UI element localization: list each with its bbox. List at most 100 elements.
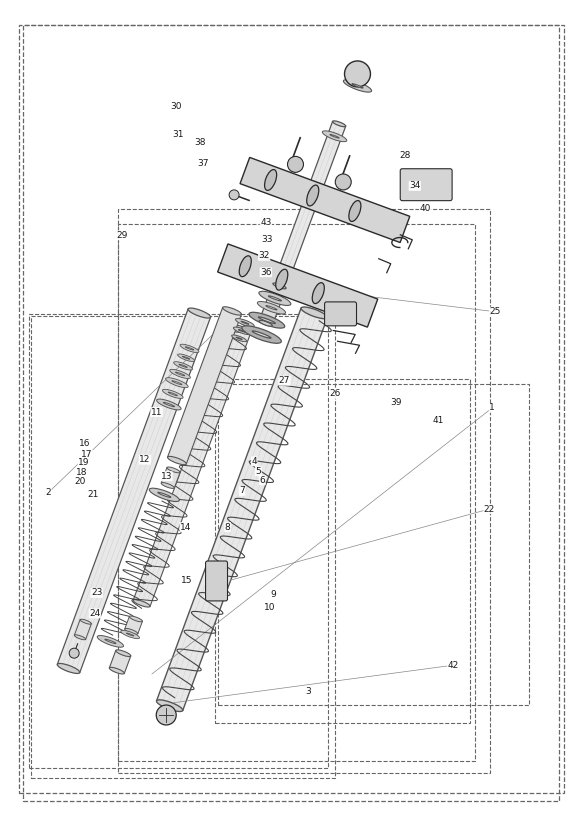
Text: 17: 17 <box>81 450 93 459</box>
Ellipse shape <box>175 372 185 376</box>
Ellipse shape <box>312 283 324 303</box>
Ellipse shape <box>166 377 188 387</box>
Ellipse shape <box>259 292 291 306</box>
Ellipse shape <box>238 330 245 332</box>
Text: 33: 33 <box>261 235 273 244</box>
Circle shape <box>229 190 239 200</box>
Polygon shape <box>161 467 180 488</box>
Polygon shape <box>240 157 410 242</box>
Ellipse shape <box>110 667 124 674</box>
Ellipse shape <box>259 321 272 326</box>
Ellipse shape <box>149 488 180 502</box>
Ellipse shape <box>301 307 328 319</box>
Ellipse shape <box>343 80 371 92</box>
Ellipse shape <box>185 347 194 350</box>
Ellipse shape <box>163 389 183 399</box>
FancyBboxPatch shape <box>206 561 227 601</box>
Text: 8: 8 <box>224 522 230 531</box>
Ellipse shape <box>233 327 250 335</box>
Text: 2: 2 <box>45 488 51 497</box>
Polygon shape <box>133 325 251 606</box>
Text: 30: 30 <box>171 101 182 110</box>
Ellipse shape <box>179 364 187 368</box>
Text: 6: 6 <box>259 475 265 485</box>
Polygon shape <box>157 308 327 710</box>
Polygon shape <box>273 121 346 288</box>
Text: 15: 15 <box>181 576 192 585</box>
Polygon shape <box>125 616 142 634</box>
Ellipse shape <box>174 362 192 370</box>
Text: 24: 24 <box>89 609 100 618</box>
Text: 39: 39 <box>391 398 402 406</box>
Text: 36: 36 <box>260 268 272 277</box>
Ellipse shape <box>236 319 254 327</box>
Ellipse shape <box>330 134 339 138</box>
Text: 28: 28 <box>399 151 410 160</box>
Ellipse shape <box>156 700 183 711</box>
Text: 10: 10 <box>264 603 275 612</box>
Text: 42: 42 <box>448 661 459 670</box>
Text: 32: 32 <box>258 251 270 260</box>
Ellipse shape <box>276 269 288 290</box>
Ellipse shape <box>170 369 191 378</box>
Ellipse shape <box>249 312 285 328</box>
Text: 29: 29 <box>116 231 127 240</box>
Text: 34: 34 <box>409 181 420 190</box>
Ellipse shape <box>105 639 116 644</box>
Text: 25: 25 <box>489 307 501 316</box>
Ellipse shape <box>239 255 251 277</box>
Ellipse shape <box>158 492 171 498</box>
Text: 4: 4 <box>251 456 257 466</box>
Ellipse shape <box>188 308 210 318</box>
Ellipse shape <box>97 635 124 647</box>
Ellipse shape <box>236 337 243 339</box>
Circle shape <box>287 157 304 172</box>
Ellipse shape <box>57 663 80 673</box>
Ellipse shape <box>307 185 319 206</box>
Bar <box>218 384 529 705</box>
Text: 18: 18 <box>76 468 88 477</box>
Text: 11: 11 <box>151 408 162 416</box>
Text: 16: 16 <box>79 438 91 447</box>
Text: 21: 21 <box>87 489 99 499</box>
Ellipse shape <box>157 399 181 410</box>
Bar <box>31 316 335 778</box>
Ellipse shape <box>273 283 286 289</box>
Ellipse shape <box>332 121 346 127</box>
Ellipse shape <box>116 650 131 657</box>
Polygon shape <box>110 650 131 673</box>
Ellipse shape <box>180 344 199 353</box>
Ellipse shape <box>161 483 174 489</box>
Text: 5: 5 <box>255 466 261 475</box>
FancyBboxPatch shape <box>401 169 452 201</box>
Bar <box>215 379 469 723</box>
Text: 13: 13 <box>161 471 172 480</box>
Ellipse shape <box>273 283 286 289</box>
Text: 22: 22 <box>484 504 495 513</box>
Ellipse shape <box>241 321 249 325</box>
Text: 41: 41 <box>433 416 444 424</box>
Polygon shape <box>259 283 286 325</box>
Ellipse shape <box>257 302 286 314</box>
Ellipse shape <box>265 170 277 190</box>
Ellipse shape <box>178 354 195 362</box>
Bar <box>29 314 328 768</box>
Polygon shape <box>217 244 378 327</box>
Ellipse shape <box>242 325 282 344</box>
Text: 9: 9 <box>270 590 276 599</box>
FancyBboxPatch shape <box>325 302 357 325</box>
Polygon shape <box>167 307 241 464</box>
Circle shape <box>69 648 79 658</box>
Ellipse shape <box>252 331 271 338</box>
Ellipse shape <box>121 630 139 639</box>
Text: 38: 38 <box>194 138 205 147</box>
Ellipse shape <box>133 600 150 607</box>
Text: 1: 1 <box>489 404 495 412</box>
Bar <box>118 209 490 773</box>
Ellipse shape <box>268 296 282 301</box>
Ellipse shape <box>75 634 86 639</box>
Polygon shape <box>75 620 92 639</box>
Ellipse shape <box>168 392 177 396</box>
Ellipse shape <box>258 317 275 324</box>
Text: 7: 7 <box>239 486 245 495</box>
